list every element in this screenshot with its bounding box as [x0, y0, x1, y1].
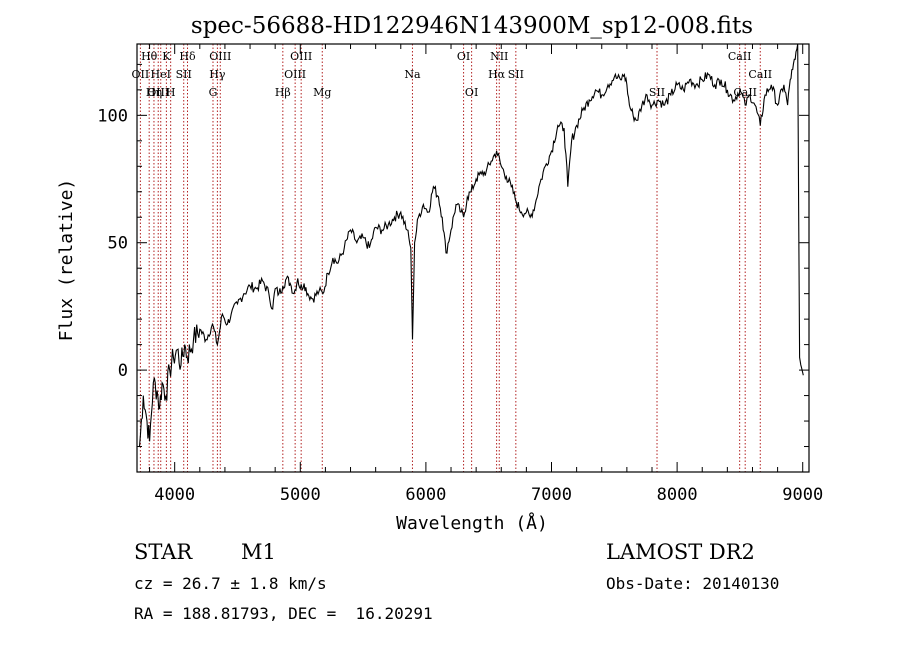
x-tick-label: 6000 — [405, 485, 446, 505]
plot-frame — [136, 43, 810, 473]
y-tick-label: 50 — [108, 234, 128, 254]
line-marker-label: Hα — [488, 68, 506, 81]
line-marker-label: OI — [465, 86, 478, 99]
survey-name: LAMOST DR2 — [606, 540, 755, 564]
spectrum-line — [138, 43, 804, 447]
line-marker-label: Mg — [313, 86, 331, 99]
y-axis: 0 50 100 — [97, 63, 809, 448]
x-tick-label: 5000 — [280, 485, 321, 505]
line-marker-label: OII — [132, 68, 150, 81]
x-tick-label: 8000 — [657, 485, 698, 505]
line-marker-label: Hβ — [275, 86, 291, 99]
observation-date: Obs-Date: 20140130 — [606, 574, 780, 593]
line-marker-label: H — [166, 86, 176, 99]
line-marker-label: OIII — [290, 50, 312, 63]
line-marker-label: K — [162, 50, 171, 63]
object-subclass: M1 — [241, 540, 276, 564]
ra-dec-coordinates: RA = 188.81793, DEC = 16.20291 — [134, 604, 433, 623]
line-marker-label: SII — [176, 68, 192, 81]
spectrum-chart: spec-56688-HD122946N143900M_sp12-008.fit… — [56, 13, 823, 534]
line-marker-label: Hη — [146, 86, 162, 99]
line-marker-label: Hγ — [209, 68, 226, 81]
y-tick-label: 100 — [97, 106, 128, 126]
line-marker-label: Hδ — [179, 50, 196, 63]
object-class: STAR — [134, 540, 193, 564]
y-tick-label: 0 — [118, 361, 128, 381]
spectral-line-markers — [139, 44, 761, 472]
line-marker-label: CaII — [748, 68, 772, 81]
x-tick-label: 9000 — [782, 485, 823, 505]
x-tick-label: 7000 — [531, 485, 572, 505]
line-marker-label: HeI — [151, 68, 171, 81]
line-marker-label: Na — [404, 68, 421, 81]
line-marker-label: CaII — [728, 50, 752, 63]
x-tick-label: 4000 — [154, 485, 195, 505]
line-marker-label: OIII — [147, 86, 169, 99]
x-axis-label: Wavelength (Å) — [396, 512, 548, 534]
spectral-line-labels: Hθ K Hδ OIII OIII OI NII CaII OII HeI SII Hγ OIII Na H… — [132, 50, 773, 99]
line-marker-label: Hθ — [141, 50, 158, 63]
line-marker-label: SII — [508, 68, 524, 81]
line-marker-label: NII — [490, 50, 508, 63]
redshift-cz: cz = 26.7 ± 1.8 km/s — [134, 574, 327, 593]
x-axis: 4000 5000 6000 7000 8000 9000 — [149, 44, 823, 505]
line-marker-label: SII — [649, 86, 665, 99]
line-marker-label: OIII — [284, 68, 306, 81]
chart-title: spec-56688-HD122946N143900M_sp12-008.fit… — [191, 13, 753, 39]
line-marker-label: OIII — [209, 50, 231, 63]
line-marker-label: OI — [457, 50, 470, 63]
y-axis-label: Flux (relative) — [56, 179, 77, 342]
line-marker-label: G — [209, 86, 218, 99]
